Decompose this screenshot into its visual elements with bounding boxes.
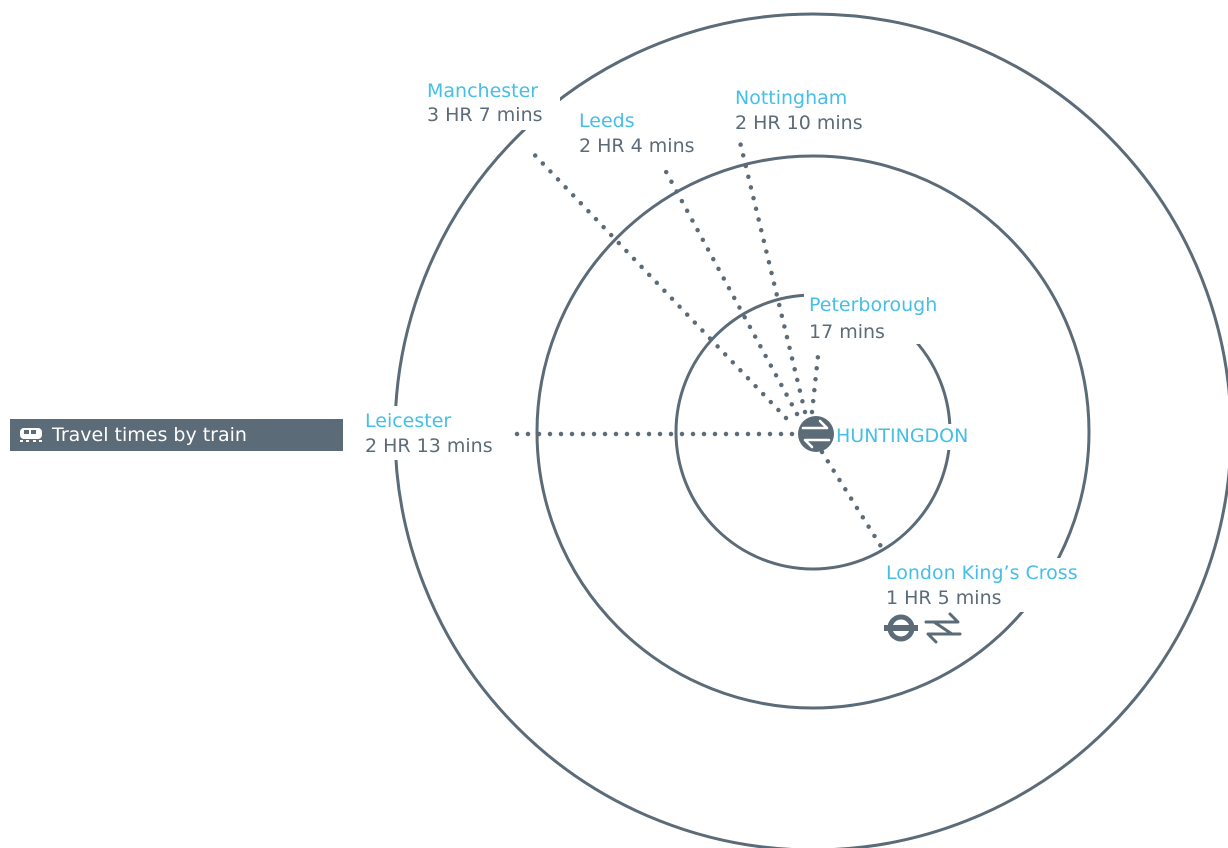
label-masks: [360, 78, 1110, 612]
city-time-peterborough: 17 mins: [809, 321, 885, 343]
city-time-leeds: 2 HR 4 mins: [579, 135, 695, 157]
hub-marker: [798, 416, 834, 452]
city-name-peterborough: Peterborough: [809, 294, 937, 316]
legend-label: Travel times by train: [52, 424, 247, 446]
route-line-london: [819, 449, 885, 551]
national-rail-icon: [798, 416, 834, 452]
route-line-leeds: [661, 165, 800, 417]
city-name-nottingham: Nottingham: [735, 87, 847, 109]
city-name-london: London King’s Cross: [886, 562, 1078, 584]
ring-middle: [535, 154, 1091, 710]
legend-bar: Travel times by train: [10, 419, 343, 451]
route-line-nottingham: [737, 139, 808, 415]
route-line-manchester: [525, 145, 789, 421]
route-line-peterborough: [809, 353, 821, 415]
city-name-leeds: Leeds: [579, 110, 635, 132]
city-time-manchester: 3 HR 7 mins: [427, 104, 543, 126]
city-time-nottingham: 2 HR 10 mins: [735, 112, 863, 134]
city-name-leicester: Leicester: [365, 410, 451, 432]
city-time-london: 1 HR 5 mins: [886, 587, 1002, 609]
city-name-manchester: Manchester: [427, 80, 538, 102]
train-icon: [20, 428, 42, 442]
city-time-leicester: 2 HR 13 mins: [365, 435, 493, 457]
national-rail-arrows: [801, 419, 831, 449]
national-rail-icon: [924, 612, 962, 644]
route-lines: [509, 139, 885, 551]
hub-name: HUNTINGDON: [836, 425, 968, 447]
underground-icon: [884, 614, 918, 642]
